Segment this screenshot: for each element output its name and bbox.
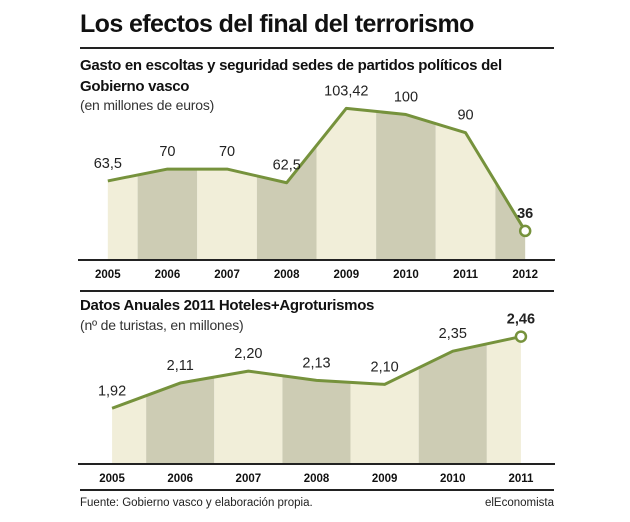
chart2-band-2008 xyxy=(282,375,351,464)
chart1-value-label-2011: 90 xyxy=(457,108,473,124)
chart1-band-2009 xyxy=(316,108,377,260)
chart1-tick-label-2007: 2007 xyxy=(214,269,240,281)
chart1-value-label-2005: 63,5 xyxy=(94,156,122,172)
chart1-value-label-2006: 70 xyxy=(159,144,175,160)
chart2-tick-label-2011: 2011 xyxy=(508,473,534,485)
chart2-value-label-2005: 1,92 xyxy=(98,383,126,399)
chart1-band-2012 xyxy=(495,181,526,260)
source-note: Fuente: Gobierno vasco y elaboración pro… xyxy=(80,497,313,509)
chart2-band-2005 xyxy=(112,395,147,464)
chart1-band-2006 xyxy=(137,169,198,260)
footer-rule xyxy=(80,489,554,491)
chart1-tick-label-2008: 2008 xyxy=(274,269,300,281)
chart1-tick-label-2012: 2012 xyxy=(512,269,538,281)
chart1-band-2007 xyxy=(197,169,257,260)
chart2-tick-label-2005: 2005 xyxy=(99,473,125,485)
chart2-unit-label: (nº de turistas, en millones) xyxy=(80,317,244,333)
chart1-unit-label: (en millones de euros) xyxy=(80,97,215,113)
chart1-series-line xyxy=(107,106,527,232)
chart2-last-point-marker xyxy=(514,330,528,343)
chart1-title: Gasto en escoltas y seguridad sedes de p… xyxy=(80,57,502,95)
chart1-tick-label-2010: 2010 xyxy=(393,269,419,281)
chart1-band-2008 xyxy=(256,145,317,260)
chart2-value-label-2011: 2,46 xyxy=(507,312,535,328)
chart1-tick-label-2006: 2006 xyxy=(155,269,181,281)
chart1-value-label-2010: 100 xyxy=(394,90,418,106)
chart2-tick-label-2009: 2009 xyxy=(372,473,398,485)
chart2-value-label-2007: 2,20 xyxy=(234,346,262,362)
page-title: Los efectos del final del terrorismo xyxy=(80,10,474,38)
chart1-value-label-2008: 62,5 xyxy=(273,158,301,174)
chart2-series-line xyxy=(111,335,522,410)
chart2-band-2007 xyxy=(214,371,283,464)
chart1-tick-label-2011: 2011 xyxy=(453,269,479,281)
chart2-value-label-2009: 2,10 xyxy=(371,359,399,375)
chart1-tick-label-2009: 2009 xyxy=(334,269,360,281)
chart1-value-label-2007: 70 xyxy=(219,144,235,160)
chart2-band-2009 xyxy=(350,367,419,464)
chart2-value-label-2010: 2,35 xyxy=(439,326,467,342)
section-rule xyxy=(80,290,554,292)
chart2-tick-label-2008: 2008 xyxy=(304,473,330,485)
chart1-value-label-2009: 103,42 xyxy=(324,83,368,99)
chart2-band-2006 xyxy=(146,377,215,464)
chart1-value-label-2012: 36 xyxy=(517,206,533,222)
chart2-value-label-2006: 2,11 xyxy=(167,358,194,374)
chart1-last-point-marker xyxy=(518,224,532,238)
chart2-tick-label-2006: 2006 xyxy=(167,473,193,485)
chart1-tick-label-2005: 2005 xyxy=(95,269,121,281)
chart1-band-2005 xyxy=(107,175,138,260)
chart2-tick-label-2010: 2010 xyxy=(440,473,466,485)
brand-logo: elEconomista xyxy=(484,497,554,509)
chart2-tick-label-2007: 2007 xyxy=(236,473,262,485)
chart2-title: Datos Anuales 2011 Hoteles+Agroturismos xyxy=(80,297,375,314)
chart2-value-label-2008: 2,13 xyxy=(302,355,330,371)
chart1-band-2010 xyxy=(376,111,436,260)
title-rule xyxy=(80,47,554,49)
chart2-band-2010 xyxy=(418,343,487,464)
chart2-band-2011 xyxy=(486,336,521,464)
